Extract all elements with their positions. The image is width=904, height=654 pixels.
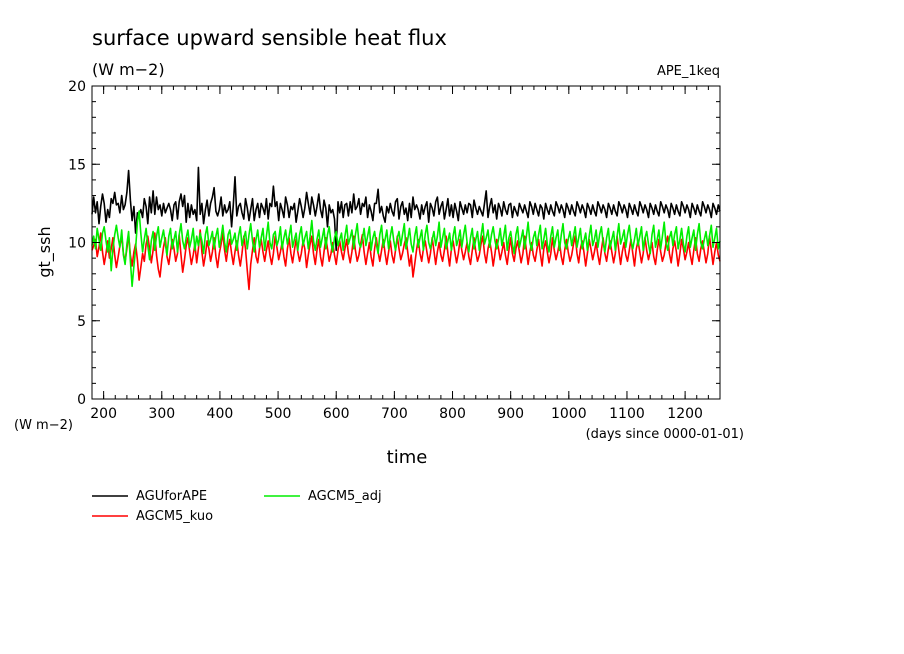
series-layer [91,166,721,291]
x-tick-label: 1100 [609,406,645,422]
y-tick-label: 15 [68,157,86,173]
y-axis-units: (W m−2) [14,418,73,433]
x-tick-label: 1200 [667,406,703,422]
x-tick-label: 400 [207,406,234,422]
x-tick-label: 600 [323,406,350,422]
ticks-layer: 200 300 400 500 600 700 800 900 1000 1100 1200 0 5 10… [68,79,721,422]
y-tick-label: 20 [68,79,86,95]
legend-label-kuo: AGCM5_kuo [136,509,213,524]
y-tick-label: 0 [77,392,86,408]
chart-subtitle: (W m−2) [92,60,165,79]
legend-label-agu: AGUforAPE [136,489,207,504]
legend-label-adj: AGCM5_adj [308,489,382,504]
x-axis-units: (days since 0000-01-01) [586,427,744,442]
x-tick-label: 200 [90,406,117,422]
y-tick-label: 5 [77,314,86,330]
x-tick-label: 700 [381,406,408,422]
x-axis-label: time [387,447,428,468]
x-tick-label: 800 [439,406,466,422]
x-tick-label: 300 [148,406,175,422]
x-tick-label: 900 [497,406,524,422]
legend: AGUforAPE AGCM5_kuo AGCM5_adj [92,489,382,524]
y-tick-label: 10 [68,236,86,252]
dataset-label: APE_1keq [657,64,720,79]
y-axis-label: gt_ssh [35,226,55,277]
x-tick-label: 1000 [551,406,587,422]
series-line-aguforape [91,166,721,252]
chart-title: surface upward sensible heat flux [92,26,447,50]
series-line-agcm5-adj [91,210,721,288]
x-tick-label: 500 [265,406,292,422]
